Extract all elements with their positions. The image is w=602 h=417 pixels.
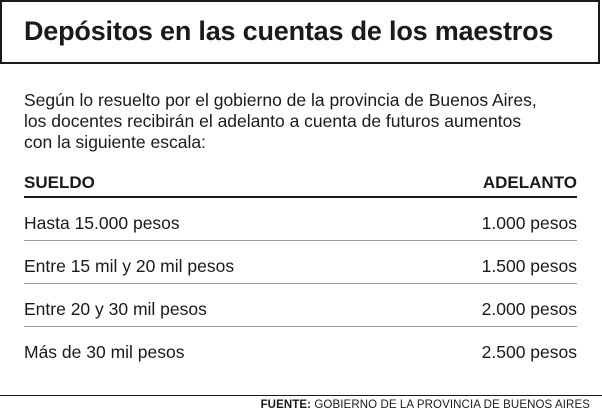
row-sueldo: Más de 30 mil pesos (24, 342, 185, 362)
intro-line: Según lo resuelto por el gobierno de la … (24, 90, 537, 110)
intro-line: los docentes recibirán el adelanto a cue… (24, 111, 522, 131)
footer-divider (0, 395, 602, 396)
salary-table: SUELDO ADELANTO Hasta 15.000 pesos 1.000… (24, 170, 577, 369)
row-adelanto: 1.500 pesos (481, 256, 577, 276)
table-row: Más de 30 mil pesos 2.500 pesos (24, 327, 577, 369)
source-text: GOBIERNO DE LA PROVINCIA DE BUENOS AIRES (311, 399, 590, 411)
row-sueldo: Hasta 15.000 pesos (24, 213, 180, 233)
table-row: Entre 20 y 30 mil pesos 2.000 pesos (24, 284, 577, 327)
header-adelanto: ADELANTO (482, 173, 577, 192)
source-credit: FUENTE: GOBIERNO DE LA PROVINCIA DE BUEN… (261, 399, 590, 411)
row-adelanto: 2.500 pesos (481, 342, 577, 362)
intro-line: con la siguiente escala: (24, 132, 206, 152)
table-row: Hasta 15.000 pesos 1.000 pesos (24, 198, 577, 241)
table-row: Entre 15 mil y 20 mil pesos 1.500 pesos (24, 241, 577, 284)
title-bar: Depósitos en las cuentas de los maestros (0, 0, 600, 64)
row-sueldo: Entre 20 y 30 mil pesos (24, 299, 207, 319)
table-header: SUELDO ADELANTO (24, 170, 577, 198)
header-sueldo: SUELDO (24, 173, 95, 192)
intro-paragraph: Según lo resuelto por el gobierno de la … (24, 90, 584, 153)
page-title: Depósitos en las cuentas de los maestros (24, 16, 554, 46)
row-adelanto: 2.000 pesos (481, 299, 577, 319)
source-label: FUENTE: (260, 399, 312, 411)
row-adelanto: 1.000 pesos (481, 213, 577, 233)
row-sueldo: Entre 15 mil y 20 mil pesos (24, 256, 235, 276)
